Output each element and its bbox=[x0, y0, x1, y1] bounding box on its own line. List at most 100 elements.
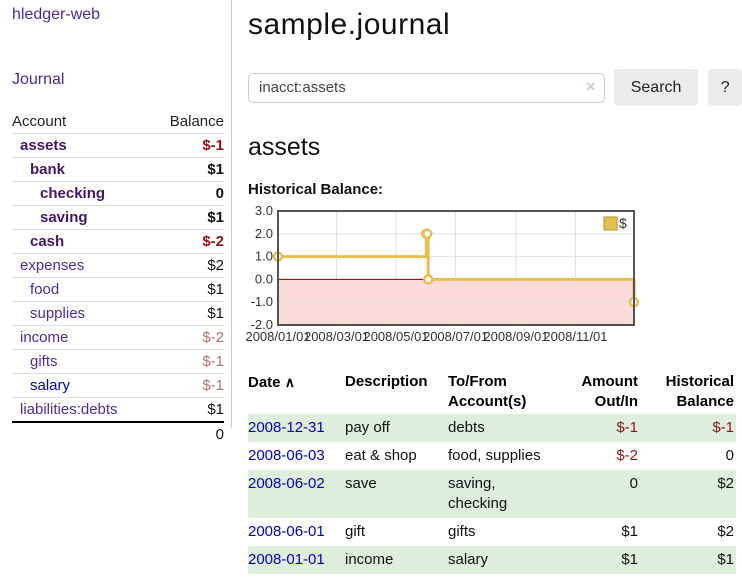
register-row: 2008-12-31 pay off debts $-1 $-1 bbox=[248, 414, 736, 442]
x-tick-label: 2008/11/01 bbox=[543, 329, 607, 344]
account-row: bank $1 bbox=[12, 157, 224, 182]
historical-balance-chart: $3.0 2.0 1.0 0.0 -1.0 -2.02008/01/012008/03/0… bbox=[245, 203, 640, 344]
x-tick-label: 2008/03/01 bbox=[304, 329, 369, 344]
legend-swatch bbox=[603, 216, 618, 231]
accounts-header-account: Account bbox=[12, 113, 67, 130]
transaction-balance: $2 bbox=[717, 475, 734, 492]
app-title-link[interactable]: hledger-web bbox=[12, 6, 101, 23]
account-link[interactable]: expenses bbox=[20, 257, 85, 274]
account-link[interactable]: food bbox=[30, 281, 60, 298]
account-row: liabilities:debts $1 bbox=[12, 397, 224, 422]
account-row: expenses $2 bbox=[12, 253, 224, 278]
y-tick-label: -2.0 bbox=[251, 317, 273, 332]
account-balance: $-1 bbox=[152, 133, 224, 158]
x-tick-label: 2008/07/01 bbox=[423, 329, 488, 344]
account-row: saving $1 bbox=[12, 205, 224, 230]
data-point-marker bbox=[422, 274, 434, 285]
transaction-description: gift bbox=[345, 523, 366, 540]
transaction-accounts: food, supplies bbox=[448, 447, 541, 464]
register-row: 2008-01-01 income salary $1 $1 bbox=[248, 546, 736, 574]
account-balance: $1 bbox=[152, 205, 224, 230]
account-balance: $-2 bbox=[152, 229, 224, 254]
register-header-amount: Amount Out/In bbox=[581, 373, 638, 410]
search-input[interactable] bbox=[248, 72, 605, 103]
account-row: checking 0 bbox=[12, 181, 224, 206]
transaction-amount: $-2 bbox=[616, 447, 638, 464]
account-link[interactable]: checking bbox=[40, 185, 106, 202]
account-link[interactable]: bank bbox=[30, 161, 66, 178]
register-header-date[interactable]: Date ∧ bbox=[248, 374, 295, 391]
account-row: supplies $1 bbox=[12, 301, 224, 326]
transaction-accounts: salary bbox=[448, 551, 489, 568]
plot-border bbox=[277, 210, 635, 326]
transaction-date-link[interactable]: 2008-01-01 bbox=[248, 551, 325, 568]
account-heading: assets bbox=[248, 133, 321, 161]
register-header-balance: Historical Balance bbox=[665, 373, 734, 410]
x-tick-label: 2008/01/01 bbox=[245, 329, 310, 344]
sort-ascending-icon: ∧ bbox=[284, 374, 295, 390]
transaction-amount: 0 bbox=[629, 475, 638, 492]
account-balance: $-2 bbox=[152, 325, 224, 350]
register-row: 2008-06-03 eat & shop food, supplies $-2 0 bbox=[248, 442, 736, 470]
account-balance: $-1 bbox=[152, 349, 224, 374]
account-balance: $1 bbox=[152, 397, 224, 422]
accounts-header-balance: Balance bbox=[169, 113, 224, 130]
chart-title: Historical Balance: bbox=[248, 181, 384, 198]
transaction-date-link[interactable]: 2008-12-31 bbox=[248, 419, 325, 436]
transaction-accounts: gifts bbox=[448, 523, 476, 540]
account-link[interactable]: cash bbox=[30, 233, 65, 250]
account-link[interactable]: salary bbox=[30, 377, 71, 394]
account-link[interactable]: gifts bbox=[30, 353, 58, 370]
transaction-balance: $-1 bbox=[712, 419, 734, 436]
transaction-amount: $-1 bbox=[616, 419, 638, 436]
help-button[interactable]: ? bbox=[708, 69, 742, 106]
transaction-description: save bbox=[345, 475, 377, 492]
legend-label: $ bbox=[619, 215, 627, 231]
y-tick-label: -1.0 bbox=[251, 294, 273, 309]
register-header-accounts: To/From Account(s) bbox=[448, 373, 527, 410]
account-row: salary $-1 bbox=[12, 373, 224, 398]
x-tick-label: 2008/09/01 bbox=[483, 329, 548, 344]
transaction-description: eat & shop bbox=[345, 447, 417, 464]
accounts-total-row: 0 bbox=[12, 421, 224, 446]
account-balance: 0 bbox=[152, 181, 224, 206]
search-bar: × Search ? bbox=[248, 69, 742, 106]
transaction-accounts: saving, checking bbox=[448, 475, 508, 512]
account-link[interactable]: assets bbox=[20, 137, 67, 154]
register-row: 2008-06-02 save saving, checking 0 $2 bbox=[248, 470, 736, 518]
account-link[interactable]: saving bbox=[40, 209, 88, 226]
account-row: cash $-2 bbox=[12, 229, 224, 254]
account-link[interactable]: liabilities:debts bbox=[20, 401, 118, 418]
account-balance: $1 bbox=[152, 277, 224, 302]
clear-search-icon[interactable]: × bbox=[585, 76, 596, 96]
account-link[interactable]: supplies bbox=[30, 305, 86, 322]
transaction-amount: $1 bbox=[621, 523, 638, 540]
transaction-balance: 0 bbox=[725, 447, 734, 464]
register-header-description: Description bbox=[345, 373, 428, 390]
account-row: income $-2 bbox=[12, 325, 224, 350]
x-tick-label: 2008/05/01 bbox=[363, 329, 428, 344]
page-title: sample.journal bbox=[248, 8, 451, 41]
transaction-accounts: debts bbox=[448, 419, 485, 436]
account-balance: $-1 bbox=[152, 373, 224, 398]
main-content: sample.journal × Search ? assets Histori… bbox=[245, 0, 742, 574]
account-balance: $1 bbox=[152, 301, 224, 326]
transaction-date-link[interactable]: 2008-06-03 bbox=[248, 447, 325, 464]
account-row: food $1 bbox=[12, 277, 224, 302]
transaction-description: pay off bbox=[345, 419, 390, 436]
register-table: Date ∧ Description To/From Account(s) Am… bbox=[248, 370, 736, 574]
transaction-date-link[interactable]: 2008-06-01 bbox=[248, 523, 325, 540]
account-link[interactable]: income bbox=[20, 329, 69, 346]
accounts-total-value: 0 bbox=[152, 421, 224, 446]
sidebar: hledger-web Journal Account Balance asse… bbox=[0, 0, 232, 446]
search-button[interactable]: Search bbox=[613, 69, 699, 106]
y-tick-label: 0.0 bbox=[255, 271, 273, 286]
account-row: assets $-1 bbox=[12, 133, 224, 158]
account-balance: $1 bbox=[152, 157, 224, 182]
account-balance: $2 bbox=[152, 253, 224, 278]
transaction-balance: $1 bbox=[717, 551, 734, 568]
transaction-date-link[interactable]: 2008-06-02 bbox=[248, 475, 325, 492]
y-tick-label: 2.0 bbox=[255, 226, 273, 241]
account-row: gifts $-1 bbox=[12, 349, 224, 374]
sidebar-item-journal[interactable]: Journal bbox=[12, 71, 65, 88]
